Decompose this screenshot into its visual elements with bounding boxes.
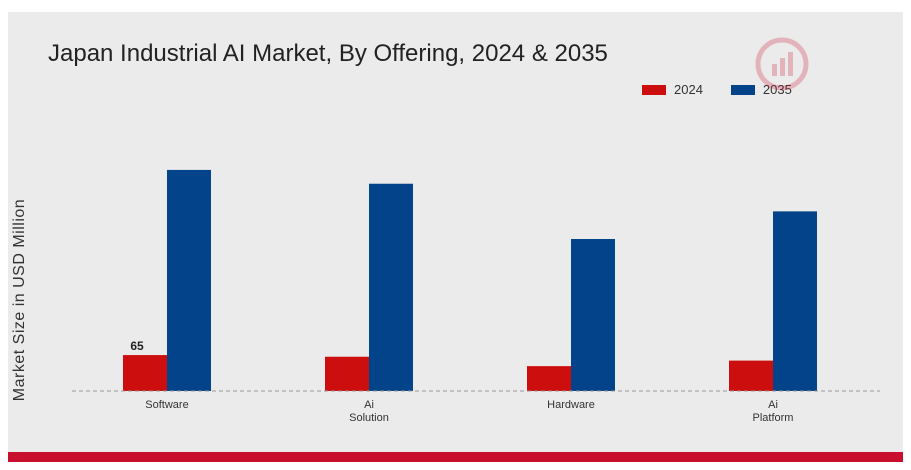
legend-item-2035: 2035 [730, 82, 792, 97]
bar-2035-hardware [571, 239, 615, 391]
bar-2024-hardware [527, 366, 571, 391]
legend-item-2024: 2024 [642, 82, 703, 97]
bar-2024-ai-platform [729, 360, 773, 391]
legend-label-2035: 2035 [762, 82, 792, 97]
chart-title: Japan Industrial AI Market, By Offering,… [48, 40, 608, 67]
legend-swatch-2024 [642, 84, 666, 95]
x-tick-label: Ai Platform [753, 399, 794, 424]
legend-swatch-2035 [730, 84, 755, 95]
x-tick-label: Ai Solution [349, 399, 389, 424]
bar-2035-ai-solution [369, 183, 413, 391]
bottom-accent-bar [8, 452, 903, 462]
x-tick-label: Hardware [547, 399, 595, 411]
bar-2035-ai-platform [773, 211, 817, 391]
bar-2024-ai-solution [325, 356, 369, 391]
x-tick-label: Software [145, 399, 188, 411]
bar-2024-software [123, 355, 167, 391]
data-label: 65 [130, 339, 144, 353]
legend-label-2024: 2024 [674, 82, 703, 97]
bar-2035-software [167, 169, 211, 391]
watermark-logo-icon [755, 37, 809, 91]
legend: 2024 2035 [642, 82, 820, 97]
